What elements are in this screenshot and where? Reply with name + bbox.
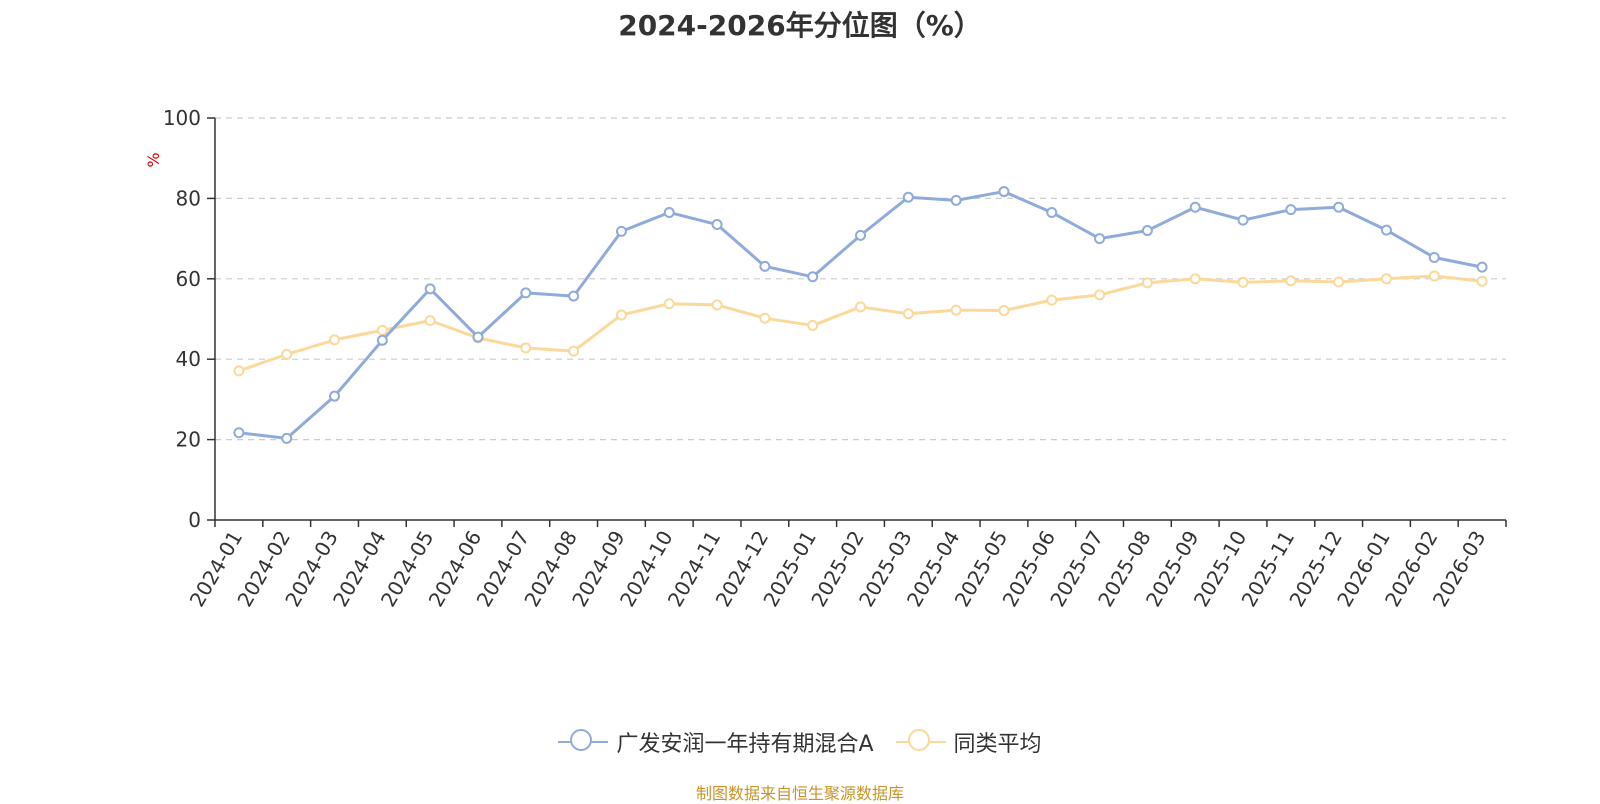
chart-title: 2024-2026年分位图（%） (618, 9, 982, 42)
data-point (424, 315, 436, 327)
data-point (1285, 275, 1297, 287)
data-point (520, 287, 532, 299)
data-point (1380, 224, 1392, 236)
y-tick-label: 40 (176, 347, 201, 371)
data-point (233, 365, 245, 377)
data-point (472, 331, 484, 343)
data-point (615, 225, 627, 237)
axes: 0204060801002024-012024-022024-032024-04… (163, 106, 1507, 611)
data-point (998, 186, 1010, 198)
data-point (281, 348, 293, 360)
legend-item-peer-average[interactable]: 同类平均 (895, 726, 1042, 758)
data-point (233, 427, 245, 439)
data-point (1046, 206, 1058, 218)
y-tick-label: 0 (188, 508, 201, 532)
data-point (1237, 276, 1249, 288)
data-point (281, 432, 293, 444)
legend-label-fund: 广发安润一年持有期混合A (616, 732, 874, 757)
data-point (1094, 289, 1106, 301)
data-point (807, 319, 819, 331)
y-axis-unit-label: % (144, 152, 163, 167)
data-point (711, 299, 723, 311)
data-point (568, 290, 580, 302)
data-point (711, 219, 723, 231)
data-point (1237, 214, 1249, 226)
data-point (759, 260, 771, 272)
data-point (520, 342, 532, 354)
data-point (376, 334, 388, 346)
data-point (1428, 251, 1440, 263)
y-tick-label: 80 (176, 186, 201, 210)
data-point (1094, 233, 1106, 245)
data-point (1333, 201, 1345, 213)
data-point (568, 345, 580, 357)
y-tick-label: 20 (176, 428, 201, 452)
y-tick-label: 100 (163, 106, 201, 130)
data-point (1476, 275, 1488, 287)
data-point (424, 283, 436, 295)
data-point (950, 304, 962, 316)
series-lines (233, 186, 1488, 444)
data-point (329, 390, 341, 402)
data-point (376, 324, 388, 336)
series-line-0 (238, 190, 1483, 440)
data-point (663, 298, 675, 310)
data-point (1285, 204, 1297, 216)
data-point (1189, 273, 1201, 285)
grid-lines (215, 117, 1506, 441)
data-point (1428, 270, 1440, 282)
data-point (807, 271, 819, 283)
data-point (1476, 261, 1488, 273)
data-point (950, 194, 962, 206)
data-point (1380, 273, 1392, 285)
data-point (1141, 277, 1153, 289)
legend-line-circle-icon (895, 729, 946, 755)
source-note: 制图数据来自恒生聚源数据库 (695, 784, 904, 803)
legend-item-fund[interactable]: 广发安润一年持有期混合A (558, 726, 874, 758)
data-point (902, 308, 914, 320)
data-point (855, 301, 866, 313)
data-point (1141, 225, 1153, 237)
data-point (1333, 276, 1345, 288)
data-point (759, 312, 771, 324)
legend-label-peer-average: 同类平均 (953, 732, 1042, 757)
data-point (615, 309, 627, 321)
y-tick-label: 60 (176, 267, 201, 291)
data-point (1046, 294, 1058, 306)
data-point (998, 305, 1010, 317)
legend-line-circle-icon (558, 729, 609, 755)
data-point (855, 229, 866, 241)
data-point (663, 206, 675, 218)
data-point (1189, 201, 1201, 213)
data-point (329, 334, 341, 346)
data-point (902, 191, 914, 203)
legend: 广发安润一年持有期混合A 同类平均 (0, 726, 1600, 758)
